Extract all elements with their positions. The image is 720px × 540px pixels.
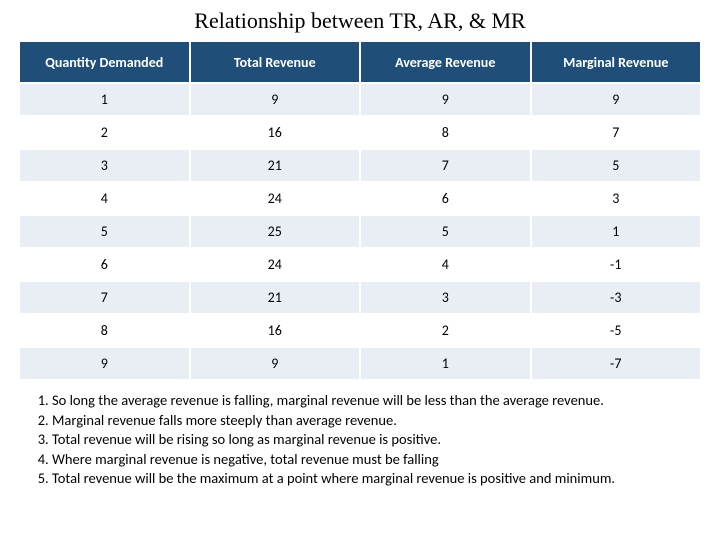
table-cell: 24	[190, 182, 361, 215]
table-cell: 3	[19, 149, 190, 182]
note-item: Marginal revenue falls more steeply than…	[52, 411, 694, 430]
table-cell: 21	[190, 281, 361, 314]
table-cell: -7	[531, 347, 702, 380]
table-cell: 4	[19, 182, 190, 215]
table-cell: 24	[190, 248, 361, 281]
col-average-revenue: Average Revenue	[360, 41, 531, 83]
table-cell: 3	[360, 281, 531, 314]
table-cell: 1	[531, 215, 702, 248]
table-cell: 9	[360, 83, 531, 116]
note-item: Total revenue will be the maximum at a p…	[52, 469, 694, 488]
table-row: 6244-1	[19, 248, 701, 281]
revenue-table: Quantity Demanded Total Revenue Average …	[18, 40, 702, 381]
table-cell: 16	[190, 314, 361, 347]
col-quantity: Quantity Demanded	[19, 41, 190, 83]
table-cell: 8	[19, 314, 190, 347]
note-item: Where marginal revenue is negative, tota…	[52, 450, 694, 469]
table-cell: 7	[531, 116, 702, 149]
table-cell: 1	[19, 83, 190, 116]
table-cell: 16	[190, 116, 361, 149]
table-row: 21687	[19, 116, 701, 149]
table-header-row: Quantity Demanded Total Revenue Average …	[19, 41, 701, 83]
table-cell: 9	[190, 83, 361, 116]
table-cell: 25	[190, 215, 361, 248]
table-cell: -3	[531, 281, 702, 314]
table-cell: 2	[360, 314, 531, 347]
note-item: Total revenue will be rising so long as …	[52, 430, 694, 449]
note-item: So long the average revenue is falling, …	[52, 391, 694, 410]
table-cell: 5	[531, 149, 702, 182]
table-row: 991-7	[19, 347, 701, 380]
table-cell: 9	[190, 347, 361, 380]
table-cell: 6	[19, 248, 190, 281]
table-cell: -5	[531, 314, 702, 347]
table-cell: -1	[531, 248, 702, 281]
table-cell: 6	[360, 182, 531, 215]
table-cell: 2	[19, 116, 190, 149]
col-marginal-revenue: Marginal Revenue	[531, 41, 702, 83]
table-cell: 21	[190, 149, 361, 182]
table-cell: 7	[360, 149, 531, 182]
table-row: 1999	[19, 83, 701, 116]
table-cell: 7	[19, 281, 190, 314]
table-row: 8162-5	[19, 314, 701, 347]
table-cell: 9	[19, 347, 190, 380]
table-cell: 1	[360, 347, 531, 380]
table-cell: 8	[360, 116, 531, 149]
table-cell: 9	[531, 83, 702, 116]
table-cell: 3	[531, 182, 702, 215]
table-cell: 4	[360, 248, 531, 281]
table-cell: 5	[19, 215, 190, 248]
table-row: 42463	[19, 182, 701, 215]
table-row: 7213-3	[19, 281, 701, 314]
col-total-revenue: Total Revenue	[190, 41, 361, 83]
notes-list: So long the average revenue is falling, …	[18, 391, 702, 488]
table-row: 32175	[19, 149, 701, 182]
table-cell: 5	[360, 215, 531, 248]
page-title: Relationship between TR, AR, & MR	[18, 8, 702, 34]
table-row: 52551	[19, 215, 701, 248]
